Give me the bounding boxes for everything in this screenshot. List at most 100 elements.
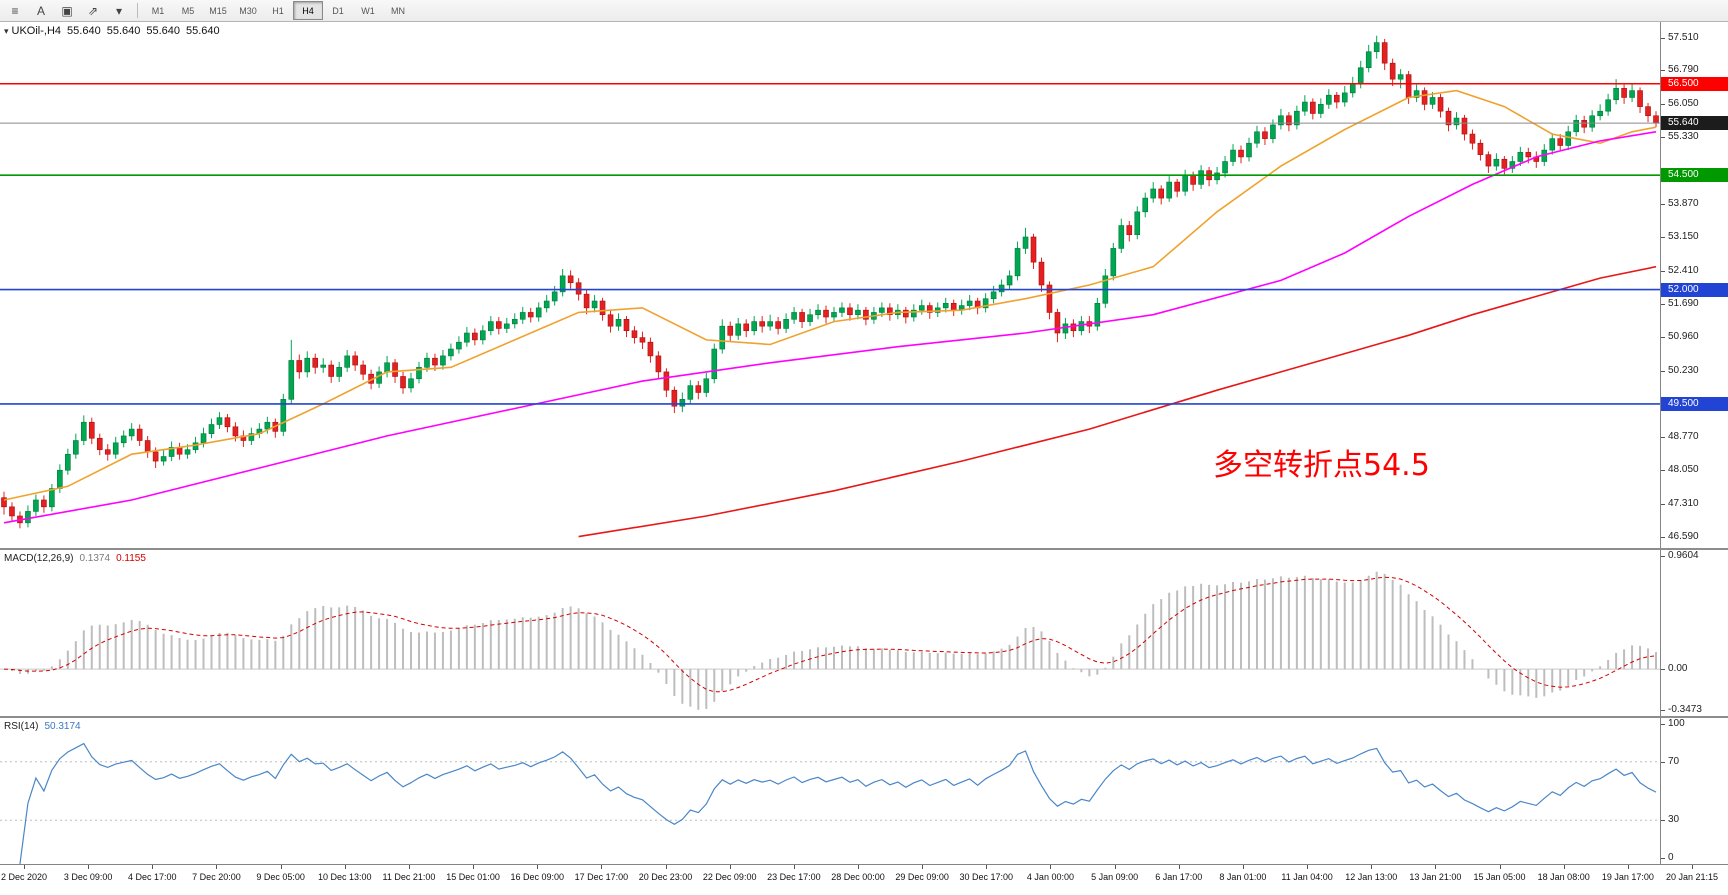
pane-splitter-macd-rsi[interactable] [0, 716, 1728, 718]
rsi-axis[interactable]: 100 70 30 0 [1660, 718, 1728, 864]
candle-body [1365, 51, 1372, 69]
time-axis-label[interactable]: 22 Dec 09:00 [702, 872, 757, 882]
candle-body [1054, 312, 1061, 334]
candle-body [1373, 42, 1380, 53]
main-chart-pane[interactable]: ▾ UKOil-,H4 55.640 55.640 55.640 55.640 多空转折点… [0, 22, 1660, 548]
candle-body [49, 488, 55, 508]
time-axis-label[interactable]: 15 Jan 05:00 [1473, 872, 1526, 882]
candle-body [1469, 133, 1476, 144]
time-tick-mark [729, 865, 731, 869]
time-axis-label[interactable]: 4 Dec 17:00 [128, 872, 177, 882]
candle-body [831, 312, 837, 318]
candle-body [1573, 120, 1580, 133]
timeframe-button-m5[interactable]: M5 [181, 5, 195, 16]
candle-body [57, 469, 63, 489]
candle-body [591, 300, 598, 309]
candle-body [1437, 97, 1444, 112]
toolbar-drag-handle[interactable]: ≡ [11, 3, 19, 18]
timeframe-button-h4[interactable]: H4 [293, 1, 323, 20]
timeframe-button-w1[interactable]: W1 [361, 5, 375, 16]
candle-body [1581, 120, 1587, 128]
time-axis-label[interactable]: 11 Dec 21:00 [382, 872, 436, 882]
time-axis[interactable]: 2 Dec 2020 3 Dec 09:00 4 Dec 17:00 7 Dec 20… [0, 864, 1728, 895]
chart-annotation-text[interactable]: 多空转折点54.5 [1213, 448, 1430, 483]
macd-indicator-name: MACD(12,26,9) [4, 553, 74, 564]
timeframe-button-d1[interactable]: D1 [332, 5, 344, 16]
price-tick-label: 48.050 [1668, 464, 1699, 476]
time-axis-label[interactable]: 20 Jan 21:15 [1665, 872, 1719, 882]
candle-body [918, 305, 925, 311]
time-axis-label[interactable]: 5 Jan 09:00 [1091, 872, 1139, 882]
ma-line-slow[interactable] [578, 265, 1657, 538]
timeframe-button-m1[interactable]: M1 [151, 5, 165, 16]
timeframe-button-m15[interactable]: M15 [209, 5, 227, 16]
candle-body [336, 367, 342, 377]
price-badge: 52.000 [1661, 282, 1728, 297]
time-axis-label[interactable]: 10 Dec 13:00 [317, 872, 372, 882]
candle-body [1477, 142, 1484, 155]
candle-body [1637, 90, 1643, 107]
price-badge: 54.500 [1661, 168, 1728, 183]
candlestick-chart[interactable] [0, 22, 1660, 548]
time-axis-label[interactable]: 15 Dec 01:00 [446, 872, 500, 882]
pane-splitter-main-macd[interactable] [0, 548, 1728, 550]
time-axis-label[interactable]: 7 Dec 20:00 [192, 872, 241, 882]
candle-body [1094, 302, 1101, 327]
collapse-triangle-icon[interactable]: ▾ [4, 26, 9, 36]
time-axis-label[interactable]: 6 Jan 17:00 [1155, 872, 1203, 882]
time-axis-label[interactable]: 17 Dec 17:00 [574, 872, 629, 882]
time-axis-label[interactable]: 23 Dec 17:00 [767, 872, 821, 882]
candle-body [1246, 142, 1252, 158]
time-axis-label[interactable]: 2 Dec 2020 [0, 872, 48, 882]
time-axis-label[interactable]: 8 Jan 01:00 [1219, 872, 1267, 882]
candle-body [887, 307, 893, 316]
macd-chart[interactable] [0, 550, 1660, 716]
time-axis-label[interactable]: 30 Dec 17:00 [959, 872, 1014, 882]
candle-body [408, 378, 414, 389]
time-axis-label[interactable]: 3 Dec 09:00 [63, 872, 113, 882]
indicators-menu-icon[interactable]: ⇗ [87, 3, 99, 18]
time-axis-label[interactable]: 12 Jan 13:00 [1345, 872, 1398, 882]
time-axis-label[interactable]: 18 Jan 08:00 [1537, 872, 1590, 882]
candle-body [551, 291, 558, 302]
dropdown-caret-icon[interactable]: ▾ [115, 3, 123, 18]
chart-objects-icon[interactable]: ▣ [61, 3, 73, 18]
rsi-chart[interactable] [0, 718, 1660, 864]
time-axis-label[interactable]: 9 Dec 05:00 [256, 872, 305, 882]
macd-pane[interactable]: MACD(12,26,9) 0.1374 0.1155 [0, 550, 1660, 716]
time-axis-label[interactable]: 19 Jan 17:00 [1601, 872, 1654, 882]
candle-body [192, 442, 199, 450]
time-axis-label[interactable]: 28 Dec 00:00 [831, 872, 885, 882]
time-axis-label[interactable]: 13 Jan 21:00 [1409, 872, 1462, 882]
candle-body [1629, 90, 1635, 98]
candle-body [1429, 97, 1436, 105]
macd-axis[interactable]: 0.9604 0.00 -0.3473 [1660, 550, 1728, 716]
time-axis-label[interactable]: 20 Dec 23:00 [638, 872, 693, 882]
candle-body [910, 309, 917, 318]
candle-body [679, 399, 686, 407]
text-label-tool-icon[interactable]: A [36, 3, 45, 18]
ma-line-fast[interactable] [3, 89, 1657, 501]
candle-body [839, 307, 845, 313]
rsi-pane[interactable]: RSI(14) 50.3174 [0, 718, 1660, 864]
time-axis-label[interactable]: 16 Dec 09:00 [510, 872, 564, 882]
candle-body [1174, 181, 1180, 192]
candle-body [1405, 74, 1412, 98]
quote-close: 55.640 [186, 25, 220, 37]
time-axis-label[interactable]: 4 Jan 00:00 [1026, 872, 1074, 882]
price-axis[interactable]: 57.510 56.790 56.050 55.330 53.870 53.150 52.4… [1660, 22, 1728, 548]
candle-body [9, 506, 15, 517]
candle-body [1325, 94, 1332, 105]
price-tick-label: 52.410 [1668, 264, 1699, 276]
candle-body [1134, 211, 1141, 235]
time-axis-label[interactable]: 11 Jan 04:00 [1281, 872, 1333, 882]
timeframe-button-m30[interactable]: M30 [239, 5, 257, 16]
time-tick-mark [1242, 865, 1244, 869]
timeframe-button-h1[interactable]: H1 [272, 5, 284, 16]
time-axis-label[interactable]: 29 Dec 09:00 [895, 872, 949, 882]
candle-body [1078, 321, 1085, 332]
candle-body [1653, 115, 1659, 124]
timeframe-button-mn[interactable]: MN [391, 5, 405, 16]
price-tick-label: 55.330 [1668, 131, 1699, 143]
candle-body [1182, 174, 1188, 192]
